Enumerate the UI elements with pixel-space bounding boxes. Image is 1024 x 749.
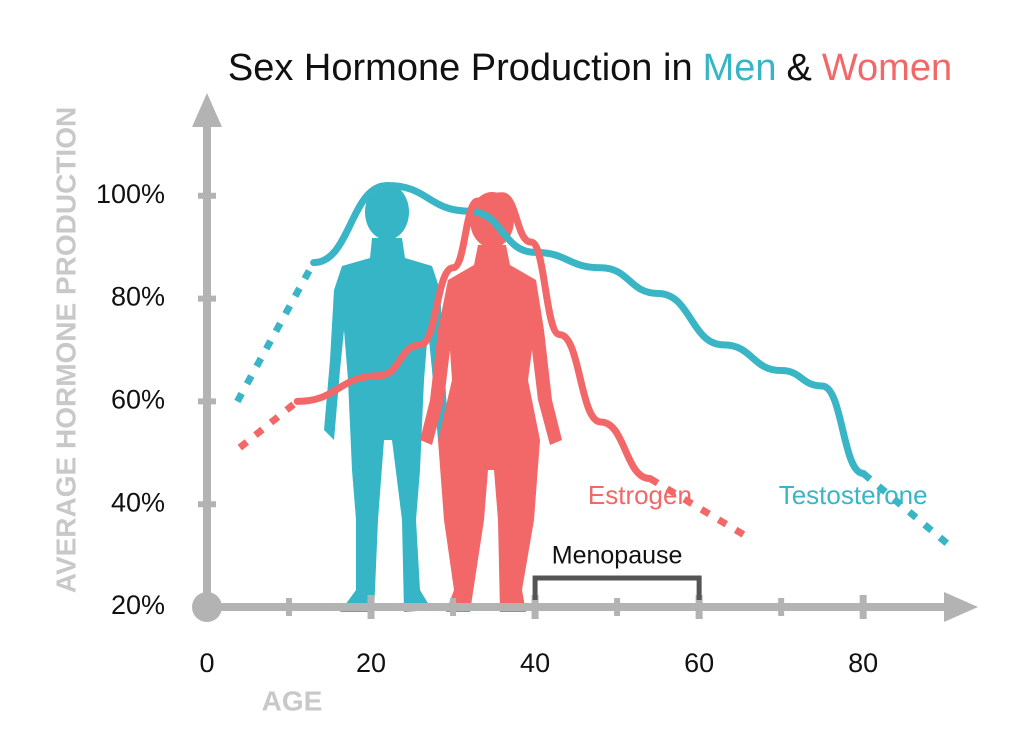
title-part: Women bbox=[822, 47, 952, 89]
y-tick-label: 100% bbox=[96, 179, 165, 209]
title-part: Sex Hormone Production in bbox=[228, 47, 693, 89]
y-axis-title: AVERAGE HORMONE PRODUCTION bbox=[50, 107, 81, 593]
series-label: Estrogen bbox=[588, 480, 692, 510]
x-tick-label: 20 bbox=[356, 648, 386, 678]
y-tick-label: 40% bbox=[111, 487, 165, 517]
line-dotted bbox=[234, 260, 317, 404]
x-tick-label: 60 bbox=[684, 648, 714, 678]
line-dotted bbox=[237, 398, 300, 451]
title-part: & bbox=[787, 47, 812, 89]
title-part: Men bbox=[703, 47, 777, 89]
x-tick-label: 80 bbox=[848, 648, 878, 678]
y-tick-label: 20% bbox=[111, 590, 165, 620]
menopause-bracket bbox=[532, 575, 702, 600]
y-axis-arrow bbox=[192, 93, 222, 127]
menopause-label: Menopause bbox=[552, 542, 683, 570]
x-axis-title: AGE bbox=[262, 685, 323, 716]
line bbox=[293, 192, 654, 482]
x-axis-arrow bbox=[944, 592, 978, 622]
series-label: Testosterone bbox=[779, 480, 928, 510]
line bbox=[310, 182, 867, 477]
x-tick-label: 40 bbox=[520, 648, 550, 678]
y-tick-label: 60% bbox=[111, 385, 165, 415]
y-tick-label: 80% bbox=[111, 282, 165, 312]
man-silhouette bbox=[324, 184, 448, 612]
x-tick-label: 0 bbox=[199, 648, 214, 678]
chart-title: Sex Hormone Production in Men & Women bbox=[228, 47, 952, 89]
